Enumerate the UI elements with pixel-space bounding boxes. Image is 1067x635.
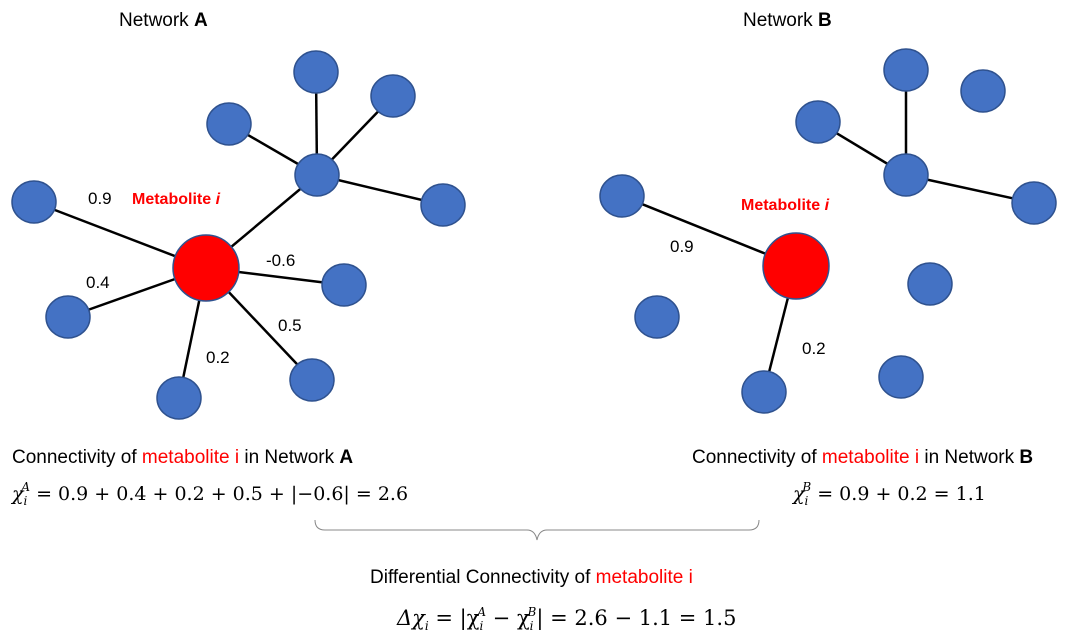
edge-a-label-3: 0.5 (278, 316, 302, 335)
network-b-nodes (599, 48, 1057, 414)
edge-b-label-1: 0.2 (802, 339, 826, 358)
node-b-hub (883, 153, 929, 197)
differential-caption: Differential Connectivity of metabolite … (370, 567, 693, 588)
network-a-title: Network A (119, 10, 208, 31)
metabolite-a-label: Metabolite i (132, 191, 221, 208)
network-b-formula: χiB = 0.9 + 0.2 = 1.1 (793, 480, 986, 508)
network-b-caption: Connectivity of metabolite i in Network … (692, 447, 1034, 468)
node-a-right (420, 183, 466, 227)
node-a-bottom (156, 376, 202, 420)
bracket-brace (314, 519, 760, 541)
node-a-top (293, 50, 339, 94)
edge-a-label-4: 0.2 (206, 348, 230, 367)
node-a-lowleft (45, 295, 91, 339)
node-b-upperleft (795, 100, 841, 144)
node-b-top (883, 48, 929, 92)
node-a-left (11, 180, 57, 224)
node-b-right (1011, 181, 1057, 225)
node-a-hub (294, 153, 340, 197)
node-b-left (599, 174, 645, 218)
metabolite-b-label: Metabolite i (741, 197, 830, 214)
network-a-formula: χiA = 0.9 + 0.4 + 0.2 + 0.5 + |−0.6| = 2… (12, 480, 409, 508)
node-b-midright (907, 262, 953, 306)
metabolite-b-node (762, 232, 830, 300)
node-b-bottom (741, 370, 787, 414)
node-a-upperright (370, 74, 416, 118)
node-b-bottomright (878, 355, 924, 399)
edge-a-label-2: -0.6 (266, 251, 295, 270)
node-b-lowleft (634, 295, 680, 339)
node-a-bottomright (289, 358, 335, 402)
network-b-title: Network B (743, 10, 832, 31)
differential-formula: Δχi = |χiA − χiB| = 2.6 − 1.1 = 1.5 (397, 605, 737, 633)
edge-a-label-0: 0.9 (88, 189, 112, 208)
node-b-upperright (960, 69, 1006, 113)
edge-a-label-1: 0.4 (86, 273, 110, 292)
metabolite-a-node (172, 234, 240, 302)
network-a-caption: Connectivity of metabolite i in Network … (12, 447, 354, 468)
node-a-upperleft (206, 102, 252, 146)
edge-b-label-0: 0.9 (670, 237, 694, 256)
network-a-nodes (11, 50, 466, 420)
node-a-midright (321, 263, 367, 307)
